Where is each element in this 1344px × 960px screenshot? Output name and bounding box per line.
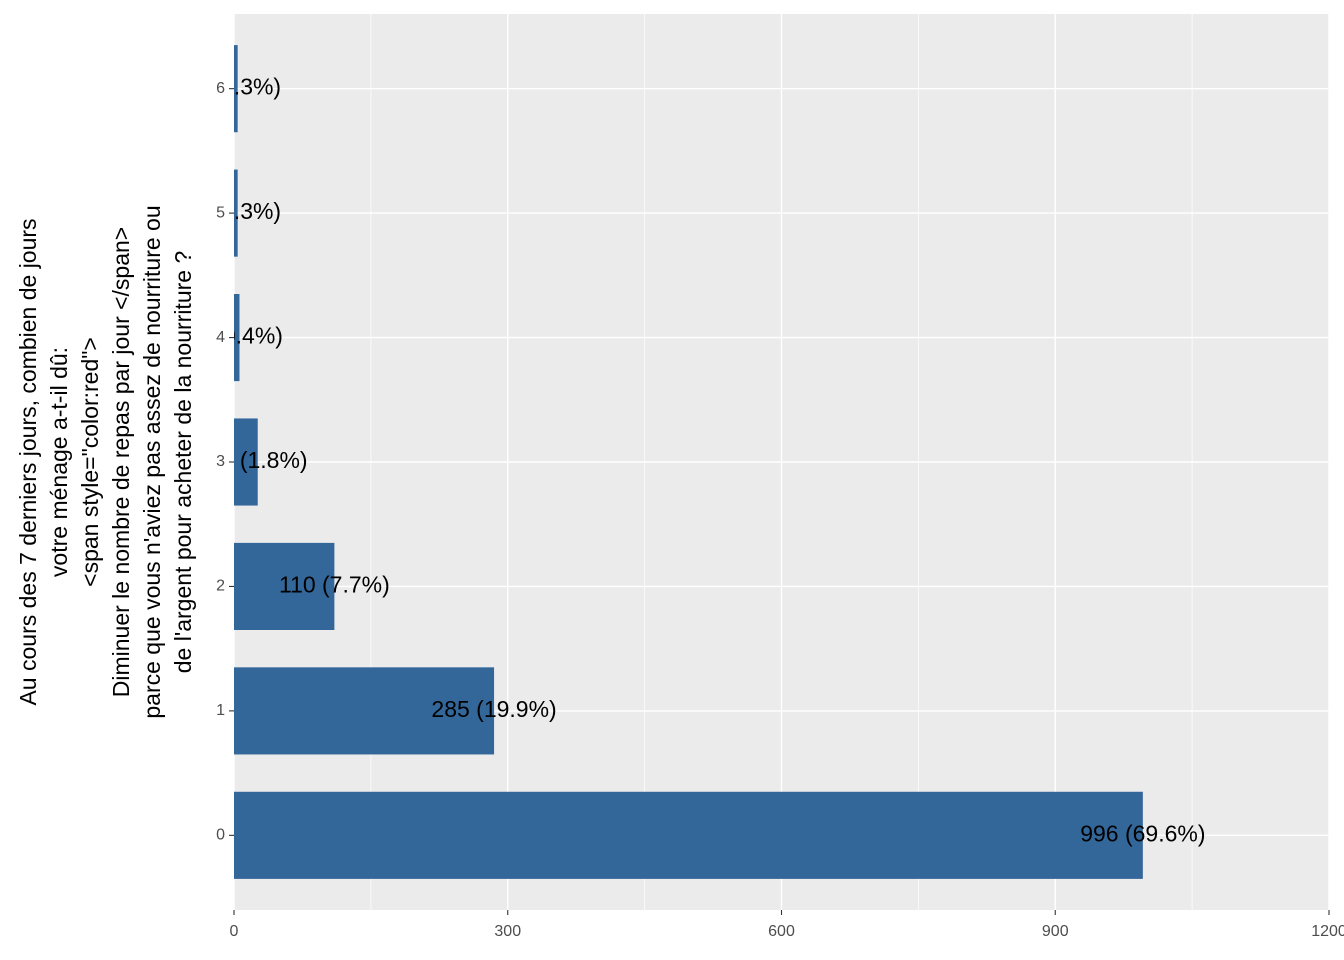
y-tick-label: 3 <box>216 453 225 470</box>
x-tick-label: 1200 <box>1311 923 1344 940</box>
y-axis-title: parce que vous n'aviez pas assez de nour… <box>139 205 165 718</box>
x-tick-label: 600 <box>768 923 795 940</box>
value-label: 996 (69.6%) <box>1080 820 1205 846</box>
value-label: 26 (1.8%) <box>208 447 308 473</box>
bar <box>234 791 1143 879</box>
y-axis-title: Diminuer le nombre de repas par jour </s… <box>108 227 134 697</box>
value-label: 110 (7.7%) <box>279 572 390 598</box>
axes: 0 300 600 900 1200 0 1 2 3 4 5 6 Au cours des 7 dern… <box>15 80 1344 940</box>
x-tick-label: 0 <box>230 923 239 940</box>
x-tick-label: 300 <box>494 923 521 940</box>
y-tick-label: 6 <box>216 80 225 97</box>
y-axis-title: de l'argent pour acheter de la nourritur… <box>170 251 196 674</box>
y-tick-label: 1 <box>216 702 225 719</box>
bar <box>234 418 258 506</box>
value-label: 285 (19.9%) <box>431 696 556 722</box>
y-tick-label: 4 <box>216 329 225 346</box>
y-axis-title: votre ménage a-t-il dû: <box>46 347 72 577</box>
value-label: 4 (0.3%) <box>194 74 281 100</box>
bar <box>234 169 238 257</box>
grid <box>233 14 1330 910</box>
value-label: 6 (0.4%) <box>196 323 283 349</box>
value-labels: 996 (69.6%) 285 (19.9%) 110 (7.7%) 26 (1.8%… <box>194 74 1206 847</box>
bars <box>234 45 1143 879</box>
x-tick-label: 900 <box>1042 923 1069 940</box>
bar <box>234 542 335 630</box>
y-tick-label: 5 <box>216 204 225 221</box>
y-axis-title: <span style="color:red"> <box>77 337 103 587</box>
bar <box>234 667 495 755</box>
bar <box>234 45 238 133</box>
y-axis-title: Au cours des 7 derniers jours, combien d… <box>15 218 41 705</box>
y-tick-label: 0 <box>216 827 225 844</box>
value-label: 4 (0.3%) <box>194 198 281 224</box>
y-tick-label: 2 <box>216 578 225 595</box>
bar <box>234 294 240 382</box>
